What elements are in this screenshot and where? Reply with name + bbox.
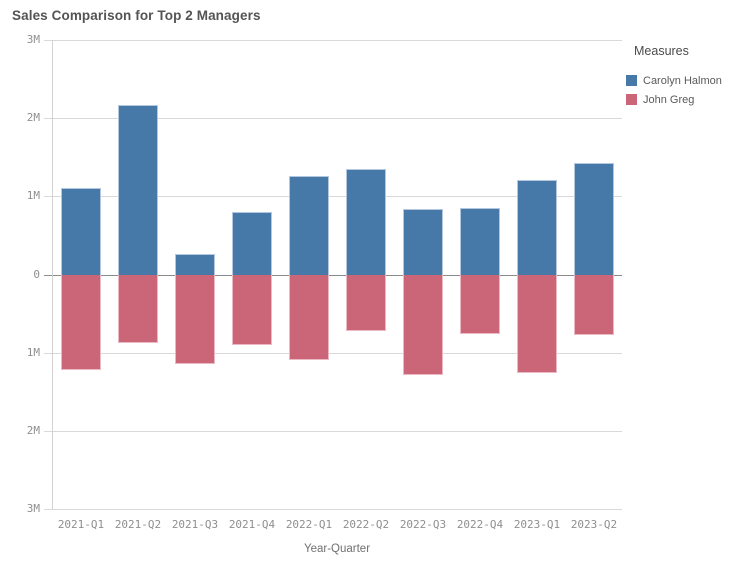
bar-john-greg-2023-Q1[interactable] bbox=[517, 275, 557, 373]
chart-title: Sales Comparison for Top 2 Managers bbox=[12, 8, 261, 23]
x-tick-label-2023-Q2[interactable]: 2023-Q2 bbox=[570, 518, 618, 531]
bar-carolyn-halmon-2023-Q1[interactable] bbox=[517, 180, 557, 275]
y-axis-line bbox=[52, 40, 53, 509]
x-tick-label-2021-Q2[interactable]: 2021-Q2 bbox=[114, 518, 162, 531]
legend-item-carolyn-halmon[interactable]: Carolyn Halmon bbox=[626, 71, 744, 90]
legend-swatch-icon bbox=[626, 75, 637, 86]
x-tick-label-2021-Q3[interactable]: 2021-Q3 bbox=[171, 518, 219, 531]
gridline-2M bbox=[44, 118, 622, 119]
x-tick-label-2022-Q1[interactable]: 2022-Q1 bbox=[285, 518, 333, 531]
legend: Measures Carolyn Halmon John Greg bbox=[626, 44, 744, 109]
bar-john-greg-2021-Q4[interactable] bbox=[232, 275, 272, 345]
zero-line bbox=[44, 275, 622, 276]
gridline-1M bbox=[44, 196, 622, 197]
gridline-3M bbox=[44, 509, 622, 510]
gridline-1M bbox=[44, 353, 622, 354]
legend-item-label: Carolyn Halmon bbox=[643, 74, 722, 87]
legend-item-john-greg[interactable]: John Greg bbox=[626, 90, 744, 109]
y-tick-label: 1M bbox=[26, 346, 40, 359]
legend-item-label: John Greg bbox=[643, 93, 695, 106]
bar-john-greg-2021-Q2[interactable] bbox=[118, 275, 158, 343]
legend-swatch-icon bbox=[626, 94, 637, 105]
bar-carolyn-halmon-2021-Q2[interactable] bbox=[118, 105, 158, 275]
x-tick-label-2022-Q4[interactable]: 2022-Q4 bbox=[456, 518, 504, 531]
bar-carolyn-halmon-2021-Q4[interactable] bbox=[232, 212, 272, 275]
x-axis-title: Year-Quarter bbox=[303, 543, 371, 555]
x-tick-label-2022-Q2[interactable]: 2022-Q2 bbox=[342, 518, 390, 531]
y-tick-label: 2M bbox=[26, 424, 40, 437]
y-tick-label: 2M bbox=[26, 111, 40, 124]
gridline-2M bbox=[44, 431, 622, 432]
bar-john-greg-2021-Q3[interactable] bbox=[175, 275, 215, 364]
legend-title: Measures bbox=[634, 44, 689, 58]
legend-items: Carolyn Halmon John Greg bbox=[626, 71, 744, 109]
gridline-3M bbox=[44, 40, 622, 41]
bar-john-greg-2022-Q4[interactable] bbox=[460, 275, 500, 334]
y-tick-label: 3M bbox=[26, 502, 40, 515]
x-tick-label-2021-Q1[interactable]: 2021-Q1 bbox=[57, 518, 105, 531]
bar-john-greg-2022-Q3[interactable] bbox=[403, 275, 443, 375]
x-tick-label-2023-Q1[interactable]: 2023-Q1 bbox=[513, 518, 561, 531]
y-tick-label: 0 bbox=[33, 268, 40, 281]
bar-john-greg-2022-Q2[interactable] bbox=[346, 275, 386, 331]
bar-carolyn-halmon-2021-Q1[interactable] bbox=[61, 188, 101, 275]
bar-carolyn-halmon-2022-Q3[interactable] bbox=[403, 209, 443, 275]
y-tick-label: 3M bbox=[26, 33, 40, 46]
bar-carolyn-halmon-2022-Q1[interactable] bbox=[289, 176, 329, 275]
bar-john-greg-2022-Q1[interactable] bbox=[289, 275, 329, 360]
x-tick-label-2021-Q4[interactable]: 2021-Q4 bbox=[228, 518, 276, 531]
bar-john-greg-2021-Q1[interactable] bbox=[61, 275, 101, 370]
bar-carolyn-halmon-2023-Q2[interactable] bbox=[574, 163, 614, 275]
y-tick-label: 1M bbox=[26, 189, 40, 202]
x-tick-label-2022-Q3[interactable]: 2022-Q3 bbox=[399, 518, 447, 531]
bar-carolyn-halmon-2022-Q2[interactable] bbox=[346, 169, 386, 275]
bar-john-greg-2023-Q2[interactable] bbox=[574, 275, 614, 335]
bar-carolyn-halmon-2022-Q4[interactable] bbox=[460, 208, 500, 275]
bar-carolyn-halmon-2021-Q3[interactable] bbox=[175, 254, 215, 275]
